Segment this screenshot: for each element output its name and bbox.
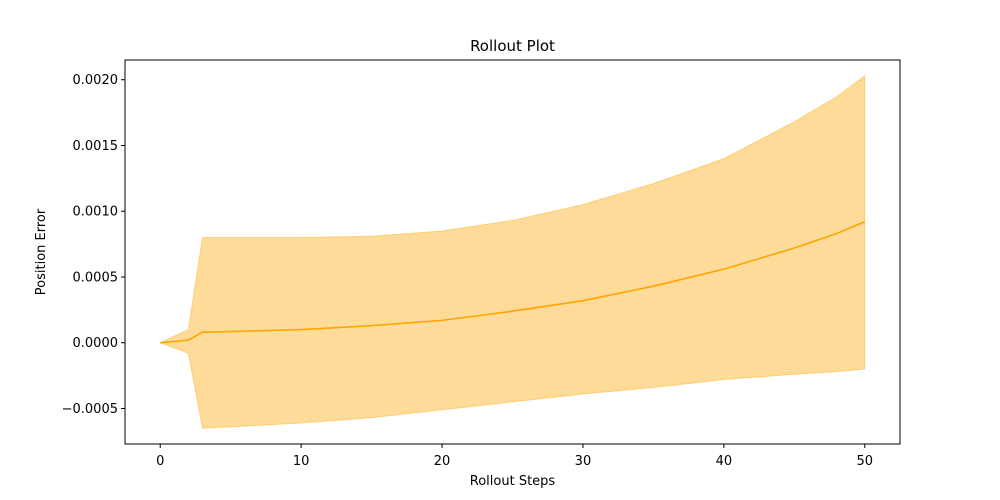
y-axis: −0.0005 0.0000 0.0005 0.0010 0.0015 0.0020 [62, 73, 125, 417]
x-tick-label: 0 [156, 454, 164, 469]
x-axis-label: Rollout Steps [470, 474, 556, 489]
x-tick-label: 30 [575, 454, 592, 469]
mean-line-0 [160, 221, 866, 344]
y-tick-label: 0.0010 [73, 205, 119, 220]
y-tick-label: 0.0005 [73, 270, 119, 285]
chart-title: Rollout Plot [470, 37, 555, 55]
x-axis: 0 10 20 30 40 50 [156, 444, 873, 469]
y-tick-label: 0.0020 [73, 73, 119, 88]
plot-frame [124, 59, 901, 445]
error-band-0 [158, 74, 866, 429]
y-axis-label: Position Error [34, 208, 49, 295]
x-tick-label: 50 [856, 454, 873, 469]
y-tick-label: −0.0005 [62, 402, 118, 417]
y-tick-label: 0.0000 [73, 336, 119, 351]
x-tick-label: 10 [293, 454, 310, 469]
plot-area [158, 74, 866, 429]
y-tick-label: 0.0015 [73, 139, 119, 154]
x-tick-label: 40 [716, 454, 733, 469]
x-tick-label: 20 [434, 454, 451, 469]
